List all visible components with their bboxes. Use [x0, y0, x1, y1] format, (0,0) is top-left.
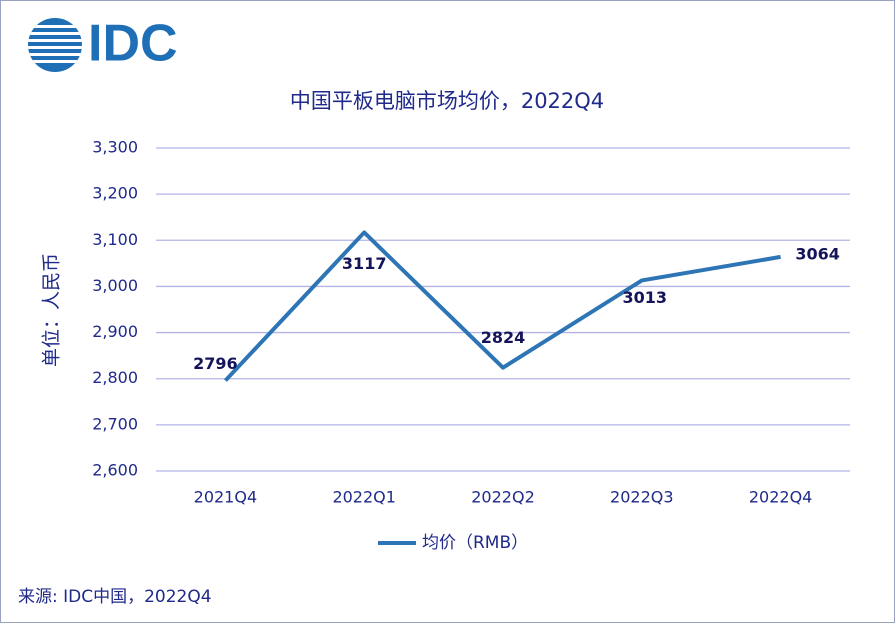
logo-text: IDC	[88, 15, 178, 73]
x-tick-label: 2022Q3	[610, 488, 674, 507]
y-tick-label: 3,000	[92, 276, 138, 295]
y-tick-label: 2,700	[92, 414, 138, 433]
x-tick-label: 2021Q4	[194, 488, 258, 507]
y-tick-label: 3,200	[92, 184, 138, 203]
data-line	[223, 230, 781, 382]
y-tick-label: 2,600	[92, 461, 138, 480]
source-note: 来源: IDC中国，2022Q4	[18, 587, 212, 607]
y-tick-label: 3,300	[92, 138, 138, 157]
data-label: 2824	[481, 328, 526, 347]
y-tick-label: 3,100	[92, 230, 138, 249]
legend-label: 均价（RMB）	[422, 533, 528, 553]
y-axis-title: 单位：人民币	[41, 253, 63, 367]
logo: IDC	[28, 15, 178, 73]
chart-title: 中国平板电脑市场均价，2022Q4	[290, 89, 604, 113]
y-tick-label: 2,900	[92, 322, 138, 341]
x-tick-label: 2022Q1	[332, 488, 396, 507]
data-label: 3117	[342, 254, 387, 273]
x-tick-label: 2022Q4	[749, 488, 813, 507]
data-label: 2796	[193, 354, 238, 373]
data-label: 3013	[623, 288, 668, 307]
x-tick-label: 2022Q2	[471, 488, 535, 507]
data-label: 3064	[795, 244, 840, 263]
y-tick-label: 2,800	[92, 368, 138, 387]
